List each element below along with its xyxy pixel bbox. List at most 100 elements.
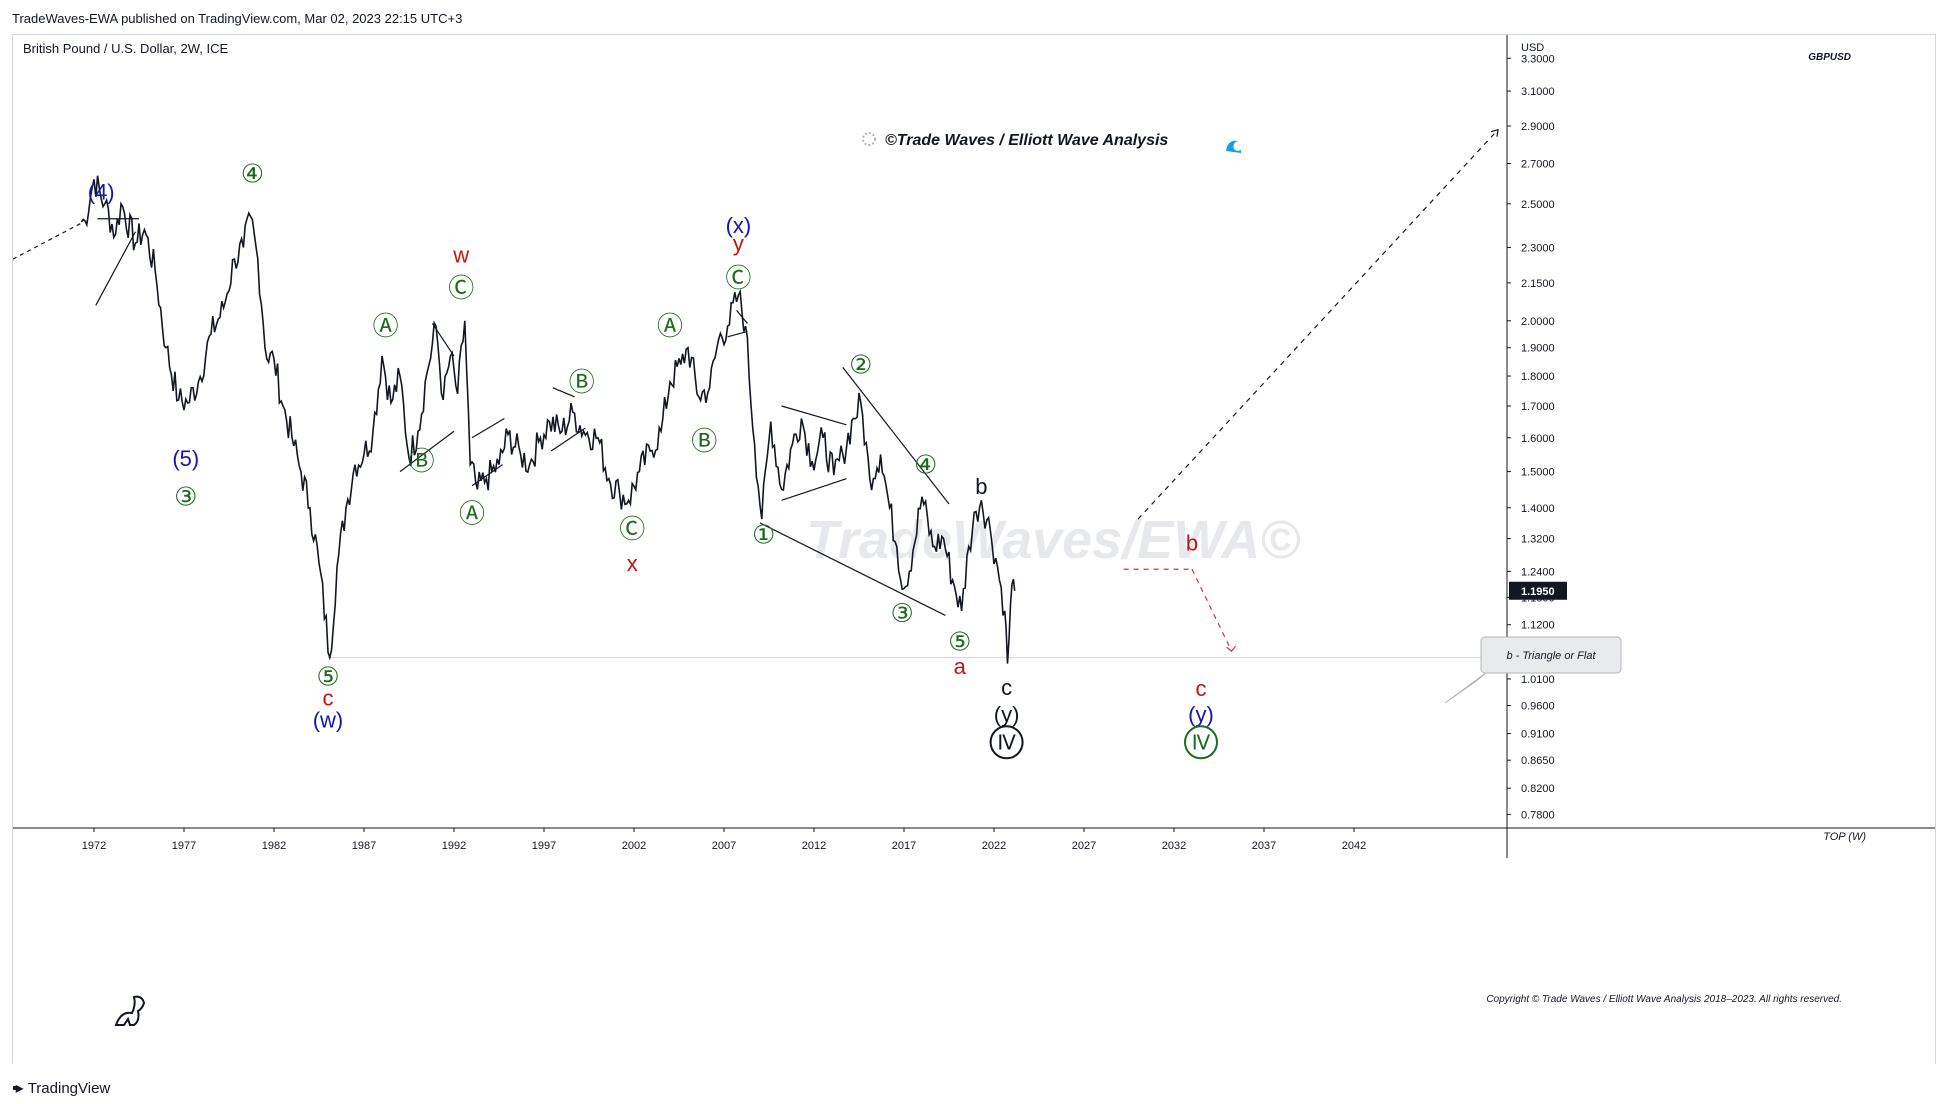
y-tick-label: 3.1000 bbox=[1521, 86, 1555, 98]
x-axis[interactable]: 1972 1977 1982 1987 1992 1997 2002 2007 2012 2017… bbox=[82, 828, 1366, 852]
footer-logo[interactable]: ▪▸ TradingView bbox=[12, 1078, 110, 1098]
watermark-title: ©Trade Waves / Elliott Wave Analysis bbox=[885, 132, 1168, 149]
wave-label: Ⓑ bbox=[409, 446, 435, 476]
wave-label: c bbox=[1196, 676, 1207, 701]
flag-bottom-line bbox=[550, 427, 586, 452]
symbol-tag: GBPUSD bbox=[1808, 52, 1851, 63]
copyright-note: Copyright © Trade Waves / Elliott Wave A… bbox=[1486, 994, 1842, 1005]
wave-label: b bbox=[1186, 531, 1198, 556]
y-tick-label: 1.5000 bbox=[1521, 467, 1555, 479]
tradingview-logo-icon: ▪▸ bbox=[12, 1080, 24, 1097]
wave-label: Ⓒ bbox=[619, 514, 645, 544]
wave-label: c bbox=[323, 685, 334, 710]
price-series-line bbox=[80, 175, 1016, 664]
wave-label: Ⓐ bbox=[373, 311, 399, 341]
x-tick-label: 2027 bbox=[1072, 840, 1096, 852]
wave-label: x bbox=[627, 551, 638, 576]
wave-label: ⑤ bbox=[316, 661, 339, 691]
wave-label: ⑤ bbox=[948, 626, 971, 656]
y-tick-label: 1.1200 bbox=[1521, 620, 1555, 632]
channel-top-line bbox=[471, 417, 505, 439]
y-tick-label: 1.4000 bbox=[1521, 503, 1555, 515]
wave-label: Ⓑ bbox=[569, 367, 595, 397]
watermark-title-group: ©Trade Waves / Elliott Wave Analysis bbox=[862, 132, 1241, 153]
y-tick-label: 2.5000 bbox=[1521, 199, 1555, 211]
wave-label: y bbox=[733, 231, 744, 256]
inner-triangle-bottom bbox=[781, 478, 847, 501]
diagonal-top-line bbox=[842, 366, 950, 505]
wave-label: ① bbox=[752, 520, 775, 550]
wave-label: c bbox=[1001, 675, 1012, 700]
chart-frame[interactable]: TradeWaves/EWA© British Pound / U.S. Dol… bbox=[12, 34, 1936, 1064]
published-info: TradeWaves-EWA published on TradingView.… bbox=[12, 11, 463, 26]
wave-label: Ⓑ bbox=[691, 426, 717, 456]
y-tick-label: 3.3000 bbox=[1521, 53, 1555, 65]
y-tick-label: 2.9000 bbox=[1521, 121, 1555, 133]
top-wedge-line-b bbox=[727, 330, 748, 338]
wave-labels-layer: (4)④(5)③⑤c(w)ⒶⒷwⒸⒶⒷⒸxⒶⒷ(x)yⒸ①②③④⑤abc(y)Ⅳ… bbox=[88, 158, 1218, 760]
wave-label: ④ bbox=[914, 450, 937, 480]
callout-text: b - Triangle or Flat bbox=[1506, 650, 1596, 662]
x-tick-label: 1987 bbox=[352, 840, 376, 852]
x-tick-label: 2022 bbox=[982, 840, 1006, 852]
wave-label: Ⓒ bbox=[448, 273, 474, 303]
wave-label: Ⓒ bbox=[725, 263, 751, 293]
y-tick-label: 2.3000 bbox=[1521, 243, 1555, 255]
x-tick-label: 2017 bbox=[892, 840, 916, 852]
last-price-badge bbox=[1509, 581, 1567, 600]
projection-up-arrowhead bbox=[1490, 128, 1499, 137]
x-tick-label: 2012 bbox=[802, 840, 826, 852]
y-tick-label: 1.6000 bbox=[1521, 433, 1555, 445]
x-tick-label: 2032 bbox=[1162, 840, 1186, 852]
y-tick-label: 2.0000 bbox=[1521, 316, 1555, 328]
y-tick-label: 1.7000 bbox=[1521, 401, 1555, 413]
y-tick-label: 2.7000 bbox=[1521, 158, 1555, 170]
y-axis-unit: USD bbox=[1521, 42, 1544, 54]
wave-label: Ⅳ bbox=[997, 732, 1016, 754]
chart-svg[interactable]: TradeWaves/EWA© British Pound / U.S. Dol… bbox=[12, 35, 1935, 1064]
level-marker: TOP (W) bbox=[1823, 831, 1866, 843]
history-dashed-line bbox=[12, 222, 82, 260]
y-tick-label: 1.8000 bbox=[1521, 371, 1555, 383]
wave-label-circle bbox=[1184, 725, 1218, 760]
wave-label: (w) bbox=[313, 707, 344, 732]
symbol-title: British Pound / U.S. Dollar, 2W, ICE bbox=[23, 41, 229, 56]
y-tick-label: 1.3200 bbox=[1521, 534, 1555, 546]
projection-up-dashed bbox=[1137, 129, 1499, 520]
wave-label: Ⓐ bbox=[657, 311, 683, 341]
y-tick-label: 1.0100 bbox=[1521, 674, 1555, 686]
diagonal-bottom-line bbox=[759, 522, 946, 616]
y-tick-label: 0.9100 bbox=[1521, 729, 1555, 741]
callout: b - Triangle or Flat bbox=[1444, 636, 1622, 704]
callout-pointer bbox=[1444, 668, 1492, 704]
triangle-bottom-line bbox=[399, 430, 455, 473]
footer-brand: TradingView bbox=[27, 1079, 111, 1097]
y-tick-label: 2.1500 bbox=[1521, 278, 1555, 290]
x-tick-label: 1997 bbox=[532, 840, 556, 852]
flag-top-line bbox=[552, 387, 575, 398]
wave-label: Ⓐ bbox=[459, 498, 485, 528]
wave-label-circle bbox=[989, 725, 1024, 760]
wave-label: b bbox=[975, 474, 987, 499]
wave-label: (4) bbox=[88, 179, 115, 204]
wave-label: ③ bbox=[174, 482, 197, 512]
x-tick-label: 1972 bbox=[82, 840, 106, 852]
inner-triangle-top bbox=[781, 405, 847, 426]
last-price-label: 1.1950 bbox=[1521, 586, 1555, 598]
wave-label: a bbox=[954, 654, 967, 679]
wedge-bottom-line bbox=[95, 231, 136, 306]
x-tick-label: 1977 bbox=[172, 840, 196, 852]
gear-icon bbox=[862, 132, 876, 146]
wave-label: ② bbox=[849, 350, 872, 380]
x-tick-label: 2007 bbox=[712, 840, 736, 852]
y-tick-label: 0.8200 bbox=[1521, 783, 1555, 795]
wave-label: (x) bbox=[726, 213, 752, 238]
chart-logo bbox=[114, 995, 146, 1026]
y-tick-label: 1.2400 bbox=[1521, 566, 1555, 578]
x-tick-label: 1982 bbox=[262, 840, 286, 852]
background-layer bbox=[13, 35, 1935, 858]
y-tick-label: 0.8650 bbox=[1521, 755, 1555, 767]
channel-mid-line bbox=[471, 464, 503, 487]
x-tick-label: 1992 bbox=[442, 840, 466, 852]
